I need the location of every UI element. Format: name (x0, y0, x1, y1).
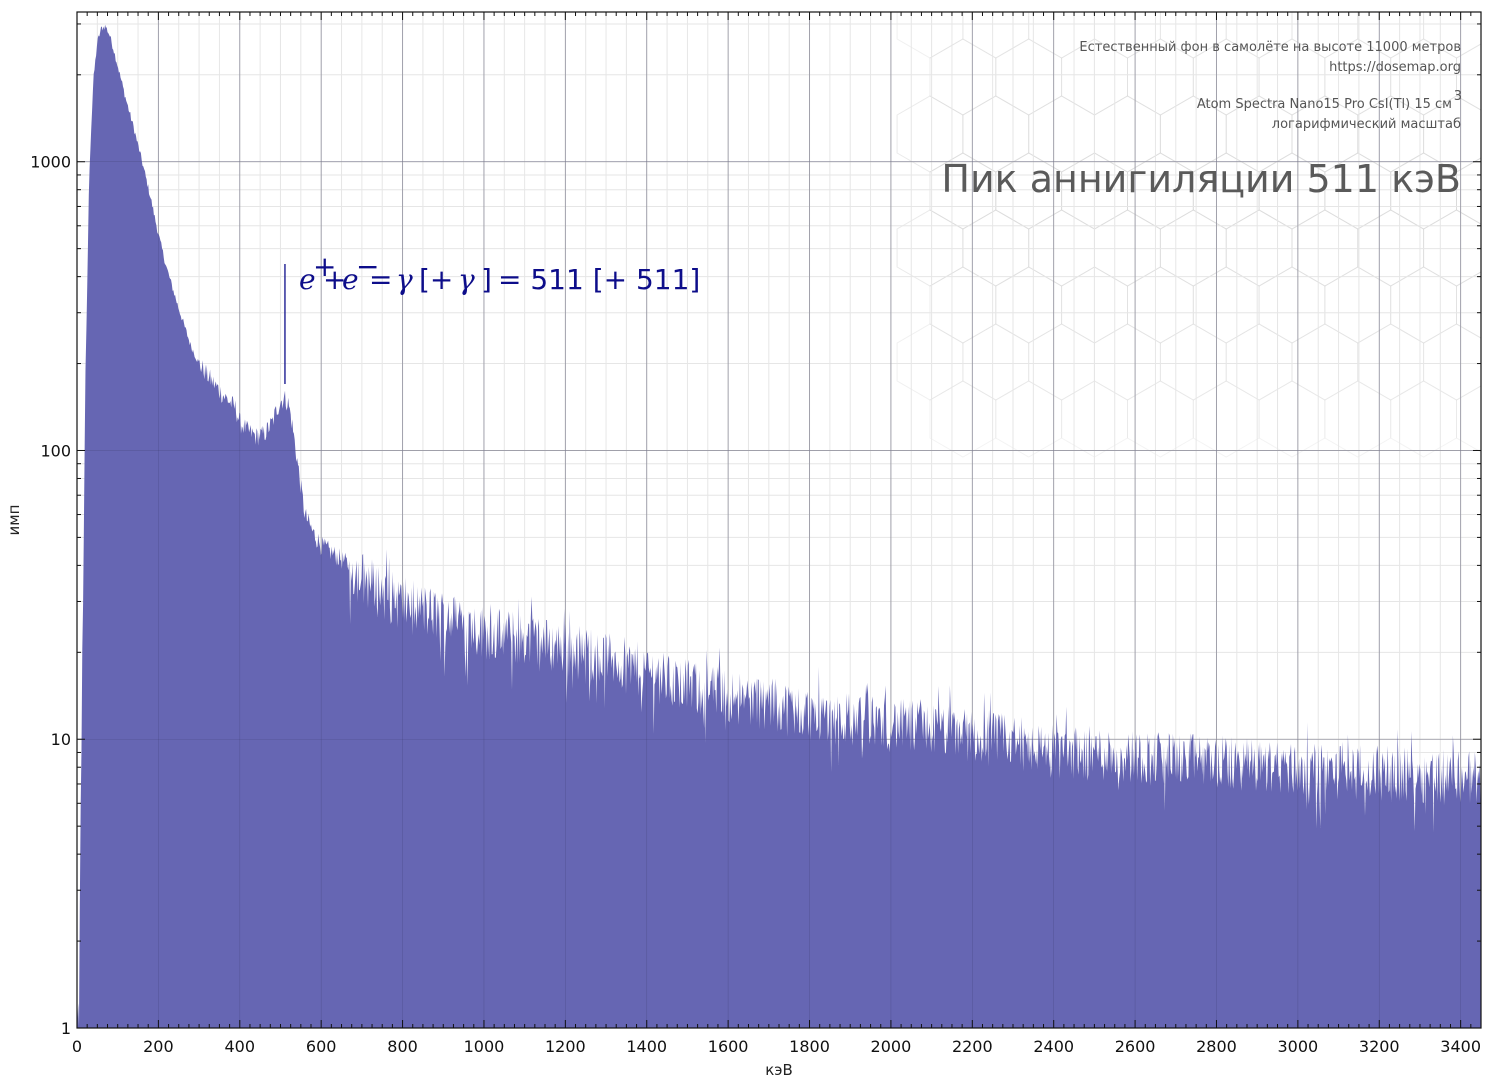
hexagon-cell (995, 380, 1063, 458)
x-tick-labels: 0 200 400 600 800 1000 1200 1400 1600 1800 2000 220… (72, 1037, 1481, 1056)
hexagon-cell (1291, 12, 1359, 59)
x-tick-label: 3000 (1278, 1037, 1319, 1056)
x-tick-label: 1200 (545, 1037, 586, 1056)
tick-marks (76, 12, 1482, 1029)
hexagon-cell (1159, 209, 1227, 287)
y-tick-labels: 1 10 100 1000 (30, 153, 71, 1038)
hexagon-cell (1225, 209, 1293, 287)
hexagon-cell (1456, 385, 1481, 453)
x-tick-label: 2000 (871, 1037, 912, 1056)
hexagon-cell (1390, 266, 1457, 344)
hexagon-cell (1357, 323, 1425, 401)
hexagon-cell (896, 209, 964, 287)
hexagon-cell (1456, 157, 1481, 225)
hexagon-cell (1423, 209, 1481, 287)
anno-gamma-1: γ (396, 263, 413, 296)
y-tick-label: 1 (61, 1019, 71, 1038)
hexagon-cell (1423, 12, 1481, 59)
anno-tail: = 511 [+ 511] (498, 263, 700, 296)
hexagon-cell (929, 38, 997, 116)
anno-bracket-close: ] (481, 263, 492, 296)
hexagon-cell (929, 380, 997, 458)
hexagon-cell (1028, 12, 1095, 59)
hexagon-cell (1127, 38, 1194, 116)
hexagon-cell (1357, 12, 1425, 59)
hexagon-cell (1423, 323, 1481, 401)
x-tick-label: 1400 (626, 1037, 667, 1056)
hexagon-watermark (896, 12, 1481, 458)
x-tick-label: 2400 (1033, 1037, 1074, 1056)
hexagon-cell (1291, 209, 1359, 287)
hexagon-cell (1127, 266, 1194, 344)
hexagon-cell (1258, 38, 1326, 116)
hexagon-cell (1390, 38, 1457, 116)
x-tick-label: 400 (225, 1037, 256, 1056)
info-line-4: логарифмический масштаб (1272, 117, 1461, 132)
hexagon-cell (896, 323, 964, 401)
hexagon-cell (1159, 12, 1227, 59)
hexagon-cell (1192, 38, 1260, 116)
anno-e2: e (342, 263, 359, 296)
anno-minus-sup: − (356, 250, 379, 283)
y-tick-label: 10 (51, 730, 71, 749)
hexagon-cell (1192, 380, 1260, 458)
hexagon-cell (1225, 12, 1293, 59)
info-line-3: Atom Spectra Nano15 Pro CsI(Tl) 15 см (1197, 97, 1452, 112)
anno-plus-sup: + (313, 250, 336, 283)
hexagon-cell (995, 266, 1063, 344)
x-tick-label: 0 (72, 1037, 82, 1056)
x-tick-label: 3400 (1440, 1037, 1481, 1056)
hexagon-cell (1225, 323, 1293, 401)
info-line-1: Естественный фон в самолёте на высоте 11… (1079, 40, 1461, 55)
hexagon-cell (896, 12, 964, 59)
x-tick-label: 600 (306, 1037, 337, 1056)
info-line-2: https://dosemap.org (1329, 60, 1461, 75)
hexagon-cell (929, 266, 997, 344)
x-tick-label: 1600 (708, 1037, 749, 1056)
hexagon-cell (962, 323, 1030, 401)
hexagon-cell (1094, 12, 1161, 59)
hexagon-cell (995, 38, 1063, 116)
hexagon-cell (962, 12, 1030, 59)
x-tick-label: 2200 (952, 1037, 993, 1056)
x-tick-label: 1000 (464, 1037, 505, 1056)
hexagon-cell (1291, 323, 1359, 401)
x-tick-label: 200 (143, 1037, 174, 1056)
hexagon-cell (1324, 266, 1392, 344)
anno-bracket-open: [+ (419, 263, 453, 296)
annihilation-annotation: e + + e − = γ [+ γ ] = 511 [+ 511] (299, 250, 700, 296)
spectrum-area (77, 24, 1481, 1028)
hexagon-cell (1159, 323, 1227, 401)
anno-e1: e (299, 263, 316, 296)
x-tick-label: 2800 (1196, 1037, 1237, 1056)
y-axis-label: имп (5, 505, 23, 536)
y-tick-label: 1000 (30, 153, 71, 172)
hexagon-cell (962, 209, 1030, 287)
anno-plus: + (323, 263, 346, 296)
x-tick-label: 2600 (1115, 1037, 1156, 1056)
hexagon-cell (1390, 380, 1457, 458)
x-tick-label: 800 (387, 1037, 418, 1056)
grid-overlay (77, 12, 1481, 1028)
hexagon-cell (1324, 38, 1392, 116)
x-axis-label: кэВ (765, 1061, 793, 1079)
hexagon-cell (1192, 266, 1260, 344)
hexagon-cell (1324, 380, 1392, 458)
hexagon-cell (1258, 380, 1326, 458)
hexagon-cell (1258, 266, 1326, 344)
x-tick-label: 1800 (789, 1037, 830, 1056)
hexagon-cell (1127, 380, 1194, 458)
hexagon-cell (1357, 209, 1425, 287)
hexagon-cell (1456, 43, 1481, 111)
anno-gamma-2: γ (458, 263, 475, 296)
hexagon-cell (1456, 271, 1481, 339)
x-tick-label: 3200 (1359, 1037, 1400, 1056)
y-tick-label: 100 (40, 441, 71, 460)
info-superscript: 3 (1454, 89, 1462, 104)
anno-equals: = (369, 263, 392, 296)
chart-title: Пик аннигиляции 511 кэВ (941, 157, 1461, 201)
